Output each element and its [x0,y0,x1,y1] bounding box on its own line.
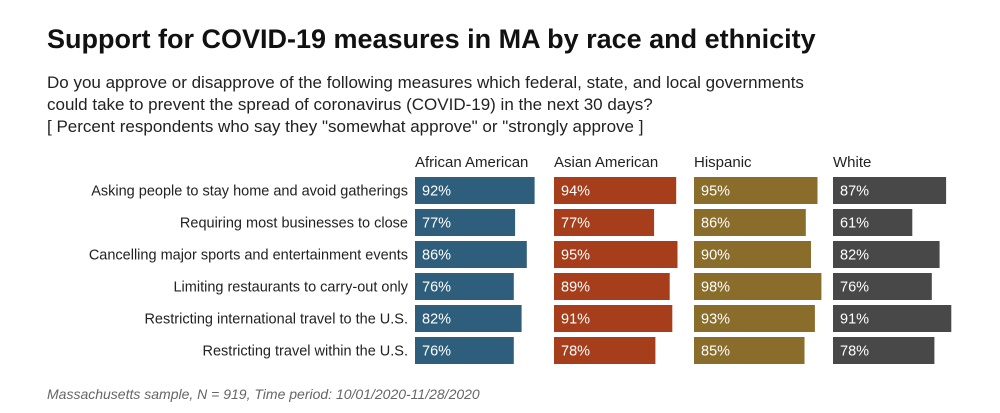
bar-value-label: 77% [561,216,590,232]
bar [415,209,516,236]
bar [694,337,805,364]
bar-value-label: 76% [422,280,451,296]
bar-value-label: 82% [840,248,869,264]
bar-value-label: 98% [701,280,730,296]
category-label: Cancelling major sports and entertainmen… [89,248,408,264]
bar-value-label: 87% [840,184,869,200]
bar-value-label: 86% [701,216,730,232]
bar-value-label: 76% [422,344,451,360]
bar [833,241,940,268]
facet-label: Asian American [554,154,658,171]
bar [694,273,822,300]
bar [833,273,932,300]
category-label: Limiting restaurants to carry-out only [173,280,408,296]
bar-value-label: 86% [422,248,451,264]
bar-value-label: 76% [840,280,869,296]
category-label: Requiring most businesses to close [180,216,408,232]
bar [694,209,806,236]
bar-value-label: 91% [561,312,590,328]
bar-value-label: 93% [701,312,730,328]
bar-value-label: 82% [422,312,451,328]
bar [833,209,913,236]
subtitle-line-3: [ Percent respondents who say they "some… [47,117,644,136]
bar [554,305,673,332]
bar-value-label: 78% [840,344,869,360]
bar [694,177,818,204]
bar-value-label: 78% [561,344,590,360]
subtitle-line-1: Do you approve or disapprove of the foll… [47,73,804,92]
bar [554,337,656,364]
bar [415,337,514,364]
bar-value-label: 95% [561,248,590,264]
bar [554,177,677,204]
category-label: Asking people to stay home and avoid gat… [91,184,408,200]
bar [415,241,527,268]
facet-label: African American [415,154,528,171]
bar [833,305,952,332]
bar-value-label: 61% [840,216,869,232]
chart-subtitle: Do you approve or disapprove of the foll… [47,72,804,138]
bar-value-label: 95% [701,184,730,200]
bar [833,177,947,204]
bar [833,337,935,364]
chart-title: Support for COVID-19 measures in MA by r… [47,24,816,54]
bar [415,273,514,300]
bar [554,209,655,236]
bar [694,241,811,268]
bar-value-label: 94% [561,184,590,200]
subtitle-line-2: could take to prevent the spread of coro… [47,95,653,114]
bar-value-label: 89% [561,280,590,296]
bar [415,305,522,332]
bar [554,273,670,300]
bar-value-label: 85% [701,344,730,360]
bar-value-label: 77% [422,216,451,232]
facet-label: White [833,154,871,171]
bar [415,177,535,204]
category-label: Restricting international travel to the … [144,312,408,328]
bar-value-label: 92% [422,184,451,200]
bar [694,305,815,332]
category-label: Restricting travel within the U.S. [203,344,409,360]
bar [554,241,678,268]
facet-label: Hispanic [694,154,752,171]
bar-value-label: 90% [701,248,730,264]
bar-value-label: 91% [840,312,869,328]
chart-caption: Massachusetts sample, N = 919, Time peri… [47,386,480,402]
